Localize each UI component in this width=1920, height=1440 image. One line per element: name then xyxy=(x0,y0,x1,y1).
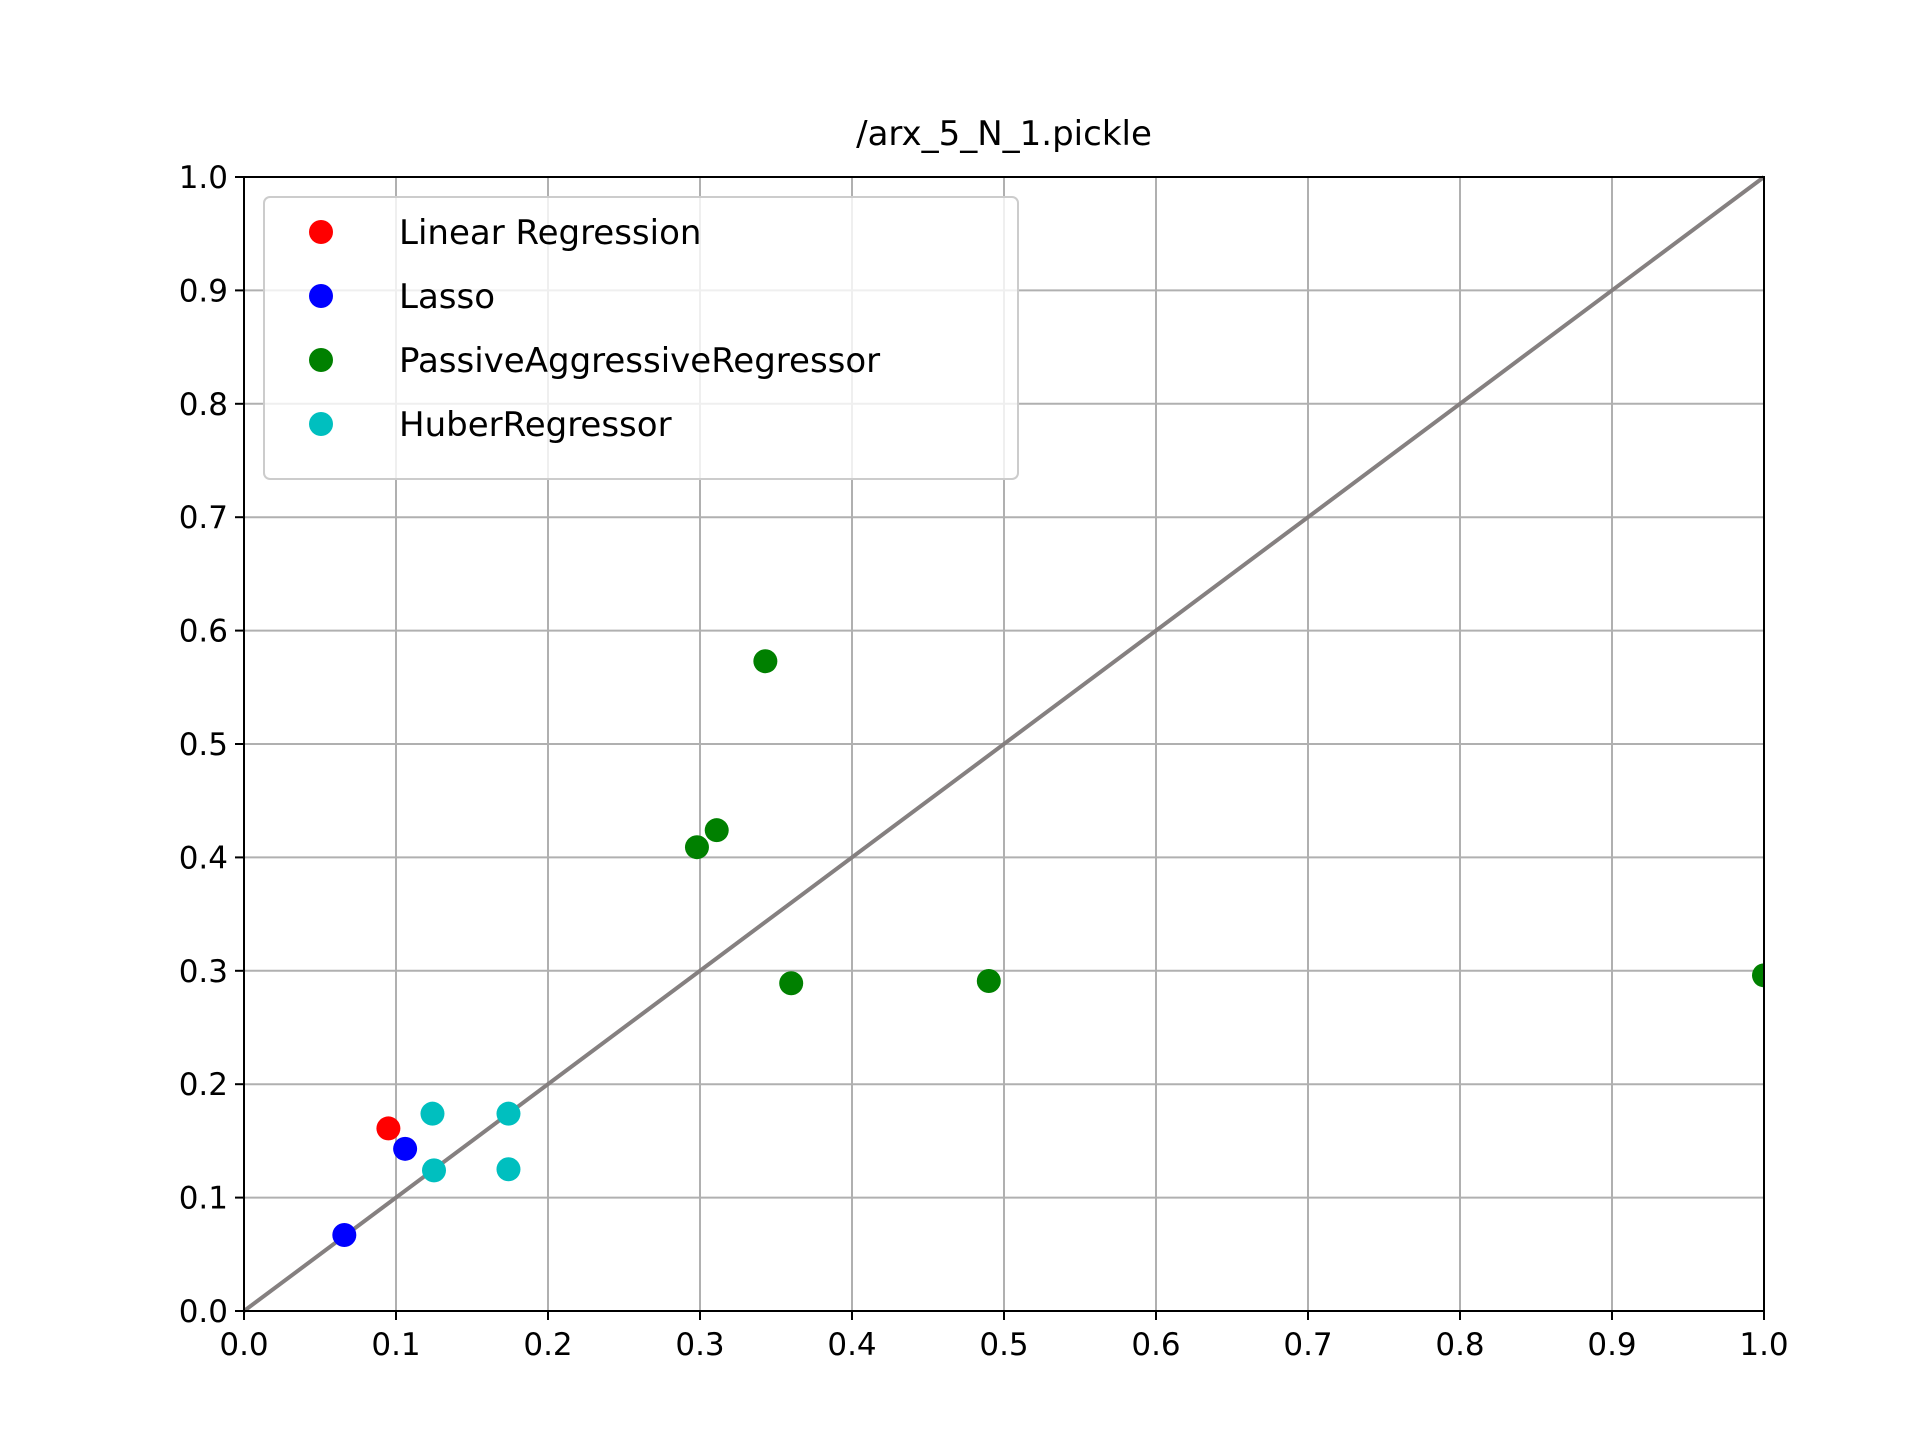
x-tick-label: 0.5 xyxy=(979,1327,1028,1363)
x-tick-label: 0.7 xyxy=(1283,1327,1332,1363)
data-point-passiveaggressiveregressor xyxy=(976,969,1001,994)
data-point-passiveaggressiveregressor xyxy=(779,971,804,996)
legend-label: HuberRegressor xyxy=(399,405,672,445)
legend-box xyxy=(263,196,1019,480)
y-tick-label: 0.1 xyxy=(179,1181,228,1217)
legend-label: Lasso xyxy=(399,277,495,317)
reference-line xyxy=(242,175,1766,1313)
y-tick-label: 0.9 xyxy=(179,273,228,309)
legend-marker-huberregressor xyxy=(309,412,333,436)
x-tick-label: 0.0 xyxy=(219,1327,268,1363)
x-tick-label: 0.4 xyxy=(827,1327,876,1363)
data-point-lasso xyxy=(332,1223,357,1248)
data-point-passiveaggressiveregressor xyxy=(684,835,709,860)
legend-marker-passiveaggressiveregressor xyxy=(309,348,333,372)
x-tick-label: 0.9 xyxy=(1587,1327,1636,1363)
x-tick-label: 0.2 xyxy=(523,1327,572,1363)
reference-line-layer xyxy=(242,175,1766,1313)
data-point-linear-regression xyxy=(376,1116,401,1141)
legend-label: Linear Regression xyxy=(399,213,701,253)
y-tick-label: 0.0 xyxy=(179,1294,228,1330)
data-points xyxy=(332,649,1764,1248)
x-tick-label: 0.8 xyxy=(1435,1327,1484,1363)
data-point-passiveaggressiveregressor xyxy=(1752,963,1764,988)
legend-label: PassiveAggressiveRegressor xyxy=(399,341,880,381)
y-tick-label: 0.6 xyxy=(179,614,228,650)
y-axis: 0.0 0.1 0.2 0.3 0.4 0.5 0.6 0.7 0.8 0.9 1.0 xyxy=(179,160,244,1330)
y-tick-label: 0.3 xyxy=(179,954,228,990)
data-point-huberregressor xyxy=(420,1101,445,1126)
data-point-huberregressor xyxy=(422,1158,446,1183)
y-tick-label: 0.4 xyxy=(179,840,228,876)
legend-marker-lasso xyxy=(309,284,333,308)
x-axis: 0.0 0.1 0.2 0.3 0.4 0.5 0.6 0.7 0.8 0.9 1.0 xyxy=(219,1311,1789,1363)
y-tick-label: 0.2 xyxy=(179,1067,228,1103)
x-tick-label: 0.3 xyxy=(675,1327,724,1363)
legend: Linear Regression Lasso PassiveAggressiveR… xyxy=(263,196,1019,480)
y-tick-label: 0.5 xyxy=(179,727,228,763)
data-point-huberregressor xyxy=(496,1157,521,1182)
data-point-lasso xyxy=(393,1136,418,1161)
data-point-passiveaggressiveregressor xyxy=(704,818,729,843)
y-tick-label: 0.8 xyxy=(179,387,228,423)
y-tick-label: 0.7 xyxy=(179,500,228,536)
x-tick-label: 0.6 xyxy=(1131,1327,1180,1363)
data-point-passiveaggressiveregressor xyxy=(753,649,778,674)
data-point-huberregressor xyxy=(496,1101,521,1126)
chart-title: /arx_5_N_1.pickle xyxy=(856,114,1152,154)
x-tick-label: 1.0 xyxy=(1739,1327,1788,1363)
x-tick-label: 0.1 xyxy=(371,1327,420,1363)
y-tick-label: 1.0 xyxy=(179,160,228,196)
legend-marker-linear-regression xyxy=(309,220,333,244)
